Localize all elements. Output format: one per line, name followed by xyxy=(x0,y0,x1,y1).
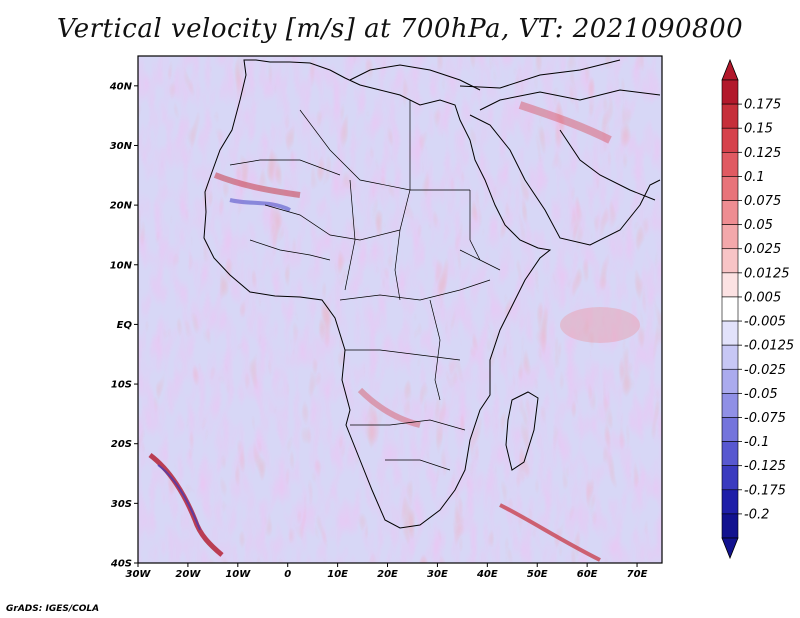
colorbar-segment xyxy=(721,441,739,466)
colorbar-segment xyxy=(721,513,739,539)
lon-tick-label: 50E xyxy=(527,569,548,580)
credit-text: GrADS: IGES/COLA xyxy=(6,604,100,614)
lon-tick-label: 0 xyxy=(284,569,291,580)
colorbar-segment xyxy=(721,344,739,370)
lon-tick-label: 60E xyxy=(577,569,598,580)
colorbar-label: -0.125 xyxy=(744,459,786,474)
lon-tick-label: 20E xyxy=(377,569,398,580)
lat-tick-label: 20N xyxy=(110,201,133,212)
colorbar-segment xyxy=(721,176,739,201)
lat-tick-label: 20S xyxy=(111,439,132,450)
colorbar-segment xyxy=(721,272,739,298)
colorbar-segment xyxy=(721,417,739,442)
colorbar-label: -0.025 xyxy=(744,363,786,378)
colorbar-segment xyxy=(721,200,739,225)
colorbar-segment xyxy=(721,368,739,394)
colorbar-segment xyxy=(721,152,739,177)
latitude-axis: 40N 30N 20N 10N EQ 10S 20S 30S 40S xyxy=(109,81,138,570)
lat-tick-label: 30N xyxy=(110,141,133,152)
colorbar-label: -0.1 xyxy=(744,435,769,450)
colorbar-label: -0.175 xyxy=(744,483,786,498)
lat-tick-label: 40N xyxy=(109,81,133,92)
colorbar-segment xyxy=(721,393,739,418)
colorbar-label: -0.05 xyxy=(744,387,778,402)
colorbar-segment xyxy=(721,320,739,346)
velocity-field xyxy=(138,56,662,563)
longitude-axis: 30W 20W 10W 0 10E 20E 30E 40E 50E 60E 70E xyxy=(126,563,648,580)
chart-title: Vertical velocity [m/s] at 700hPa, VT: 2… xyxy=(56,14,744,44)
colorbar-label: 0.075 xyxy=(744,194,781,209)
colorbar-segment xyxy=(721,127,739,153)
lat-tick-label: 30S xyxy=(111,499,132,510)
colorbar-label: 0.005 xyxy=(744,290,781,305)
colorbar-segment xyxy=(721,79,739,105)
colorbar-segment xyxy=(721,296,739,322)
colorbar-label: -0.075 xyxy=(744,411,786,426)
lat-tick-label: 40S xyxy=(110,559,132,570)
colorbar-segment xyxy=(721,103,739,129)
colorbar-label: 0.15 xyxy=(744,122,773,137)
map-frame xyxy=(137,55,663,564)
lat-tick-label: 10N xyxy=(110,260,133,271)
colorbar-label: -0.0125 xyxy=(744,339,794,354)
lon-tick-label: 30E xyxy=(427,569,448,580)
colorbar-label: 0.025 xyxy=(744,242,781,257)
colorbar-label: 0.0125 xyxy=(744,266,790,281)
colorbar-label: 0.1 xyxy=(744,170,765,185)
colorbar: 0.175 0.15 0.125 0.1 0.075 0.05 0.025 0.0125 0.0… xyxy=(721,58,794,560)
lon-tick-label: 40E xyxy=(476,569,498,580)
colorbar-segment xyxy=(721,224,739,250)
colorbar-label: -0.005 xyxy=(744,315,786,330)
colorbar-arrow-top xyxy=(721,58,739,81)
colorbar-segment xyxy=(721,465,739,491)
lon-tick-label: 30W xyxy=(126,569,152,580)
lon-tick-label: 10W xyxy=(225,569,251,580)
lon-tick-label: 70E xyxy=(627,569,648,580)
lat-tick-label: EQ xyxy=(117,320,133,331)
lat-tick-label: 10S xyxy=(111,380,132,391)
lon-tick-label: 10E xyxy=(327,569,348,580)
colorbar-label: 0.125 xyxy=(744,146,781,161)
colorbar-segment xyxy=(721,489,739,515)
colorbar-label: -0.2 xyxy=(744,507,769,522)
colorbar-arrow-bottom xyxy=(721,537,739,560)
country-borders xyxy=(229,100,501,471)
colorbar-segment xyxy=(721,248,739,274)
colorbar-label: 0.175 xyxy=(744,98,781,113)
lon-tick-label: 20W xyxy=(175,569,201,580)
colorbar-label: 0.05 xyxy=(744,218,773,233)
